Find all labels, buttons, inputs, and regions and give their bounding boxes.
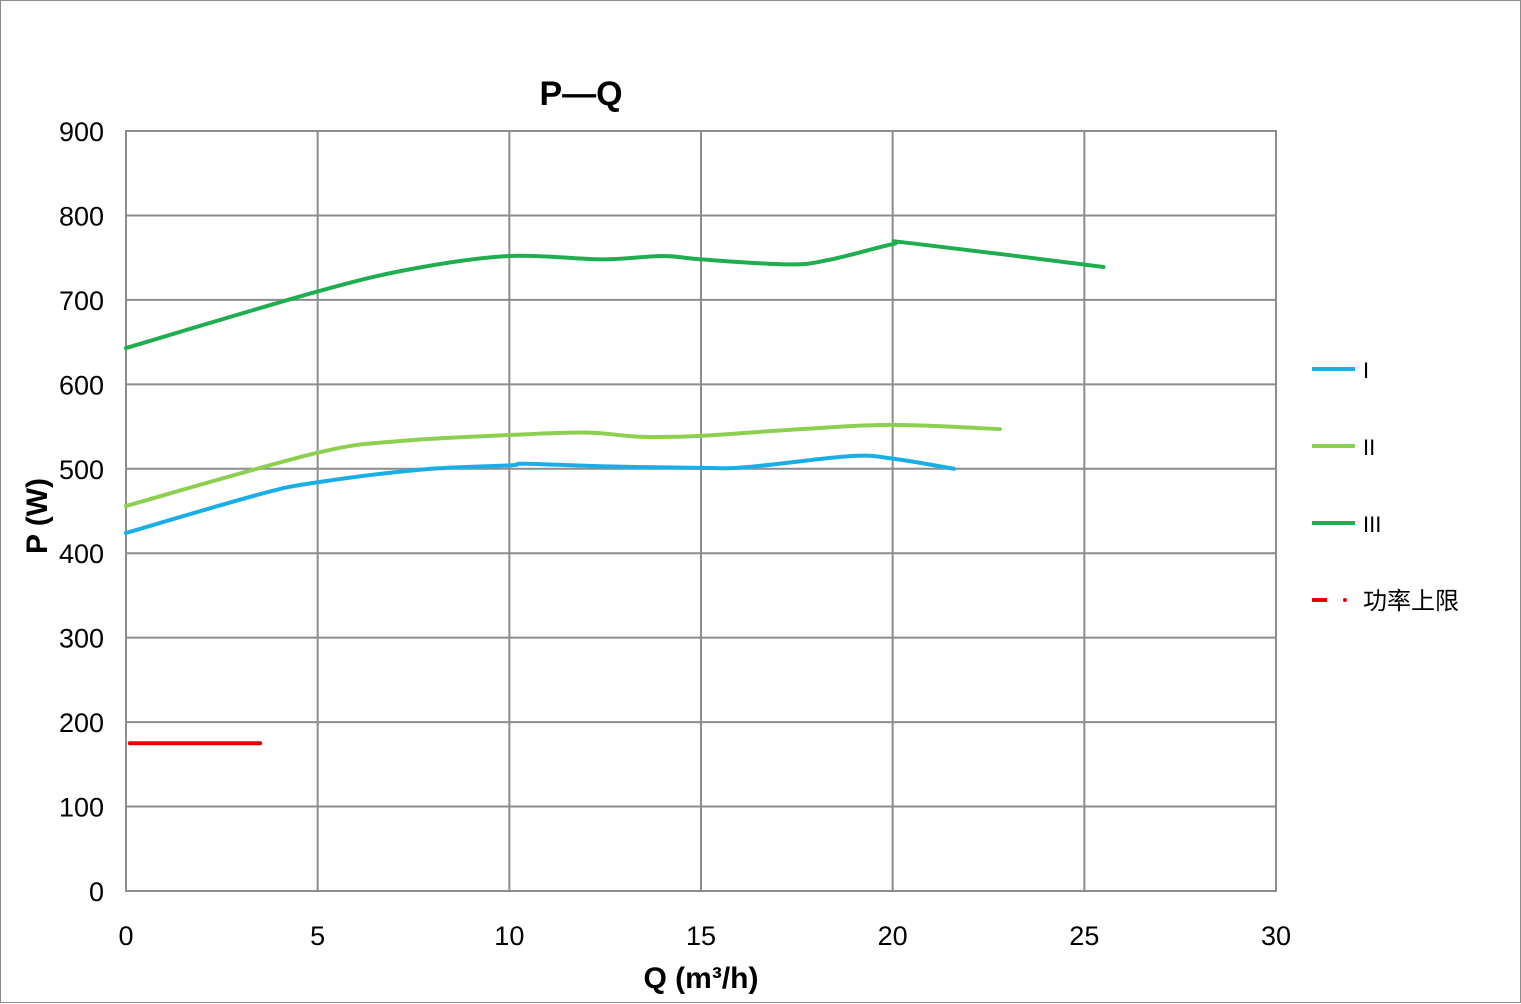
series-line-1 xyxy=(124,453,956,535)
x-tick-label: 0 xyxy=(118,921,133,951)
tick-labels: 0 100 200 300 400 500 600 700 800 900 0 5 10 15 20 25 30 xyxy=(59,117,1291,951)
x-tick-label: 5 xyxy=(310,921,325,951)
legend-item: II xyxy=(1312,435,1375,460)
legend-item: I xyxy=(1312,358,1369,383)
y-tick-label: 400 xyxy=(59,539,104,569)
legend-item: 功率上限 xyxy=(1312,588,1459,615)
y-tick-label: 600 xyxy=(59,370,104,400)
series-lines xyxy=(124,239,1106,746)
legend-swatch-dot xyxy=(1343,598,1347,602)
x-tick-label: 25 xyxy=(1069,921,1099,951)
legend-label: III xyxy=(1363,512,1381,537)
chart-title: P—Q xyxy=(539,75,622,113)
y-tick-label: 900 xyxy=(59,117,104,147)
plot-border xyxy=(125,130,1277,892)
series-line-3 xyxy=(124,239,1106,351)
series-line-2 xyxy=(124,422,1002,508)
legend-label: 功率上限 xyxy=(1363,588,1459,615)
y-tick-label: 800 xyxy=(59,201,104,231)
y-tick-label: 0 xyxy=(89,877,104,907)
y-tick-label: 700 xyxy=(59,286,104,316)
y-tick-label: 200 xyxy=(59,708,104,738)
legend-label: II xyxy=(1363,435,1375,460)
y-tick-label: 100 xyxy=(59,793,104,823)
x-tick-label: 20 xyxy=(878,921,908,951)
y-tick-label: 500 xyxy=(59,455,104,485)
y-tick-label: 300 xyxy=(59,624,104,654)
legend-item: III xyxy=(1312,512,1381,537)
y-axis-label: P (W) xyxy=(21,478,54,554)
legend-label: I xyxy=(1363,358,1369,383)
x-tick-label: 15 xyxy=(686,921,716,951)
grid xyxy=(125,130,1277,892)
x-tick-label: 10 xyxy=(494,921,524,951)
x-tick-label: 30 xyxy=(1261,921,1291,951)
x-axis-label: Q (m³/h) xyxy=(644,962,759,995)
